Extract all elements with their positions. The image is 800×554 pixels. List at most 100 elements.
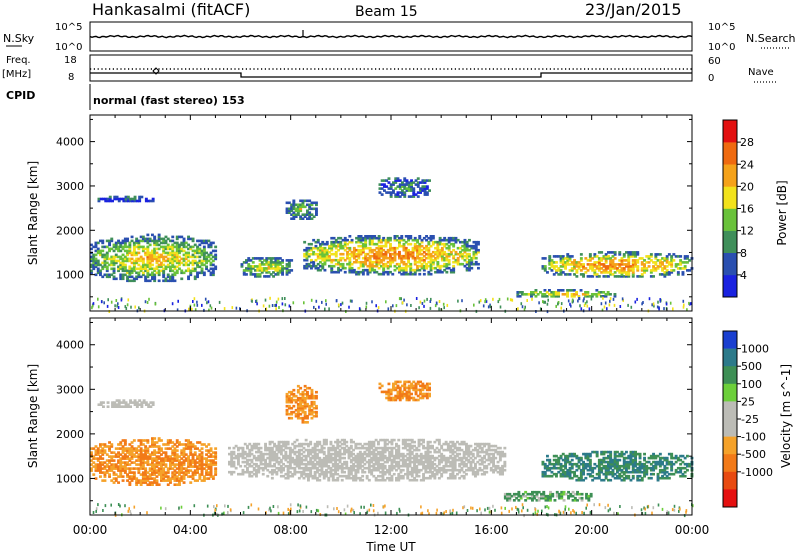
velocity-cell [153, 465, 157, 468]
velocity-cell [252, 446, 256, 450]
power-cell [575, 269, 579, 272]
power-cell [661, 267, 664, 270]
power-cell [407, 242, 410, 246]
velocity-cell [102, 401, 105, 404]
power-cell [276, 259, 280, 262]
power-cell [151, 239, 154, 243]
velocity-cell [252, 468, 256, 472]
velocity-cell [388, 454, 392, 458]
power-cell [405, 183, 409, 186]
velocity-cell [121, 445, 125, 448]
velocity-cell [301, 421, 305, 424]
velocity-cell [370, 458, 374, 462]
velocity-cell [99, 471, 102, 474]
power-cell [465, 262, 469, 266]
velocity-cell [147, 403, 151, 406]
velocity-cell [155, 479, 159, 482]
power-cell [380, 240, 383, 244]
velocity-cell [327, 464, 331, 468]
power-cell [370, 254, 374, 258]
power-cell [101, 267, 105, 271]
velocity-cell [255, 464, 258, 468]
power-cell [361, 272, 365, 276]
velocity-cell [356, 442, 360, 446]
velocity-cell [465, 464, 468, 468]
power-cell [577, 265, 581, 268]
velocity-cell [103, 475, 107, 478]
power-cell [548, 259, 552, 262]
velocity-cell [277, 440, 281, 444]
power-cell [361, 256, 365, 260]
velocity-cell [435, 468, 439, 472]
power-cell [454, 236, 458, 240]
power-cell [110, 237, 114, 241]
velocity-cell [426, 446, 430, 450]
velocity-cell [433, 448, 437, 452]
velocity-cell [153, 479, 157, 482]
velocity-cell [164, 455, 168, 458]
power-cell [292, 207, 296, 211]
velocity-cell [428, 466, 432, 470]
power-cell [162, 255, 166, 259]
power-cell [461, 254, 465, 258]
velocity-cell [266, 464, 270, 468]
velocity-cell [299, 408, 303, 412]
velocity-cell [132, 477, 136, 480]
power-cell [319, 242, 322, 246]
velocity-cell [309, 448, 313, 452]
velocity-cell [164, 457, 168, 460]
power-cell [305, 248, 309, 252]
power-cell [652, 275, 655, 278]
power-cell [427, 254, 431, 258]
velocity-cell [349, 444, 353, 448]
power-cell [620, 259, 624, 262]
velocity-cell [207, 467, 211, 470]
velocity-cell [356, 456, 360, 460]
velocity-cell [257, 456, 261, 460]
velocity-cell [284, 450, 288, 454]
velocity-cell [290, 406, 294, 410]
velocity-cell [250, 448, 254, 452]
velocity-cell [146, 459, 150, 462]
velocity-cell [182, 451, 186, 454]
velocity-cell [325, 460, 328, 464]
power-cell [352, 248, 356, 252]
velocity-cell [264, 444, 267, 448]
power-cell [577, 267, 581, 270]
velocity-cell [428, 474, 432, 478]
power-cell [452, 244, 456, 248]
power-cell [307, 252, 311, 256]
velocity-cell [148, 457, 152, 460]
power-cell [308, 217, 312, 220]
power-cell [577, 299, 579, 303]
power-cell [440, 256, 444, 260]
power-cell [209, 271, 213, 275]
power-cell [552, 291, 556, 294]
velocity-cell [426, 464, 430, 468]
power-cell [557, 293, 560, 296]
power-cell [436, 244, 440, 248]
velocity-cell [180, 461, 184, 464]
power-cell [386, 266, 390, 270]
power-colorbar-tick-label: 4 [740, 269, 747, 282]
power-cell [404, 272, 408, 276]
power-cell [425, 262, 428, 266]
power-cell [133, 199, 137, 203]
velocity-cell [234, 456, 238, 460]
power-cell [364, 268, 368, 272]
power-cell [105, 273, 109, 277]
velocity-cell [424, 452, 428, 456]
power-cell [193, 249, 197, 253]
velocity-cell [184, 457, 188, 460]
velocity-cell [386, 460, 389, 464]
velocity-cell [110, 451, 114, 454]
power-cell [373, 254, 377, 258]
power-cell [631, 259, 635, 262]
velocity-cell [340, 478, 344, 482]
velocity-cell [277, 444, 281, 448]
power-cell [357, 248, 361, 252]
velocity-cell [354, 474, 358, 478]
velocity-cell [343, 440, 346, 444]
power-cell [157, 247, 161, 251]
power-cell [189, 255, 193, 259]
